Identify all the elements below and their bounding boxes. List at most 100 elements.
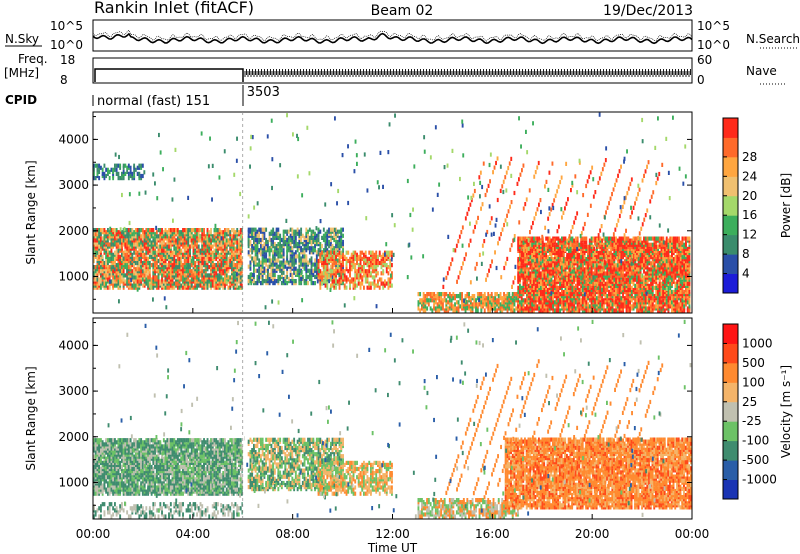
echo-cell (176, 248, 179, 253)
echo-cell (489, 294, 491, 299)
echo-cell (182, 275, 184, 280)
echo-cell (187, 228, 190, 233)
echo-cell (529, 236, 532, 241)
echo-cell (203, 269, 205, 274)
echo-cell (100, 236, 102, 241)
echo-cell (533, 250, 535, 256)
echo-cell (541, 263, 544, 268)
echo-cell (141, 260, 144, 266)
echo-cell (298, 268, 301, 273)
echo-cell (347, 258, 350, 264)
echo-cell (224, 244, 226, 249)
echo-cell (357, 273, 360, 278)
echo-cell (136, 260, 139, 266)
echo-cell (98, 244, 101, 249)
echo-cell (438, 308, 441, 313)
echo-cell (210, 238, 212, 243)
echo-cell (597, 265, 600, 270)
echo-cell (461, 298, 463, 303)
echo-cell (328, 250, 330, 255)
echo-cell (141, 234, 144, 239)
echo-cell (331, 279, 334, 284)
echo-cell (222, 258, 225, 264)
echo-cell (349, 265, 351, 270)
echo-cell (604, 236, 607, 241)
echo-cell (105, 254, 108, 259)
echo-cell (263, 254, 266, 259)
echo-cell (129, 248, 132, 253)
echo-cell (559, 308, 562, 313)
echo-cell (192, 256, 195, 261)
echo-cell (588, 304, 591, 309)
echo-cell (294, 244, 297, 249)
echo-cell (206, 258, 209, 264)
echo-cell (98, 228, 101, 233)
echo-cell (349, 283, 351, 288)
freq-label-line2: [MHz] (4, 66, 39, 80)
echo-cell (547, 273, 549, 278)
echo-cell (114, 250, 116, 255)
echo-cell (389, 258, 392, 264)
echo-cell (375, 265, 378, 270)
echo-cell (561, 304, 563, 309)
echo-cell (261, 256, 264, 261)
echo-cell (157, 265, 160, 270)
echo-cell (194, 244, 197, 249)
echo-cell (380, 260, 383, 266)
echo-cell (321, 244, 323, 249)
echo-cell (548, 236, 551, 241)
echo-cell (225, 273, 228, 278)
echo-cell (169, 275, 172, 280)
echo-cell (134, 275, 137, 280)
echo-cell (284, 229, 287, 234)
echo-cell (522, 292, 525, 297)
echo-cell (583, 304, 586, 309)
echo-cell (192, 234, 195, 239)
echo-cell (599, 302, 602, 307)
echo-cell (322, 279, 325, 284)
echo-cell (134, 228, 137, 233)
echo-cell (117, 281, 120, 286)
echo-cell (296, 248, 299, 253)
echo-cell (576, 257, 579, 262)
echo-cell (225, 244, 228, 249)
echo-cell (261, 276, 264, 282)
echo-cell (105, 273, 108, 278)
echo-cell (115, 228, 118, 233)
echo-cell (335, 235, 337, 240)
echo-cell (279, 254, 282, 259)
echo-cell (129, 260, 132, 266)
echo-cell (380, 265, 383, 270)
echo-cell (173, 230, 176, 235)
echo-cell (254, 281, 257, 286)
echo-cell (545, 236, 548, 241)
echo-cell (247, 233, 250, 238)
echo-cell (554, 261, 556, 266)
echo-cell (258, 227, 261, 232)
echo-cell (231, 254, 233, 259)
echo-cell (272, 235, 275, 240)
echo-cell (261, 264, 264, 269)
echo-cell (101, 228, 104, 233)
echo-cell (253, 266, 255, 271)
echo-cell (457, 300, 460, 305)
echo-cell (427, 292, 430, 297)
echo-cell (564, 302, 567, 307)
echo-cell (94, 265, 97, 270)
echo-cell (148, 234, 151, 239)
echo-cell (213, 248, 216, 253)
echo-cell (199, 248, 202, 253)
echo-cell (310, 268, 313, 273)
echo-cell (96, 244, 99, 249)
echo-cell (315, 250, 318, 255)
echo-cell (300, 246, 303, 251)
echo-cell (391, 254, 393, 259)
echo-cell (143, 273, 146, 278)
echo-cell (389, 277, 392, 282)
echo-cell (375, 254, 378, 259)
echo-cell (124, 273, 127, 278)
echo-cell (574, 306, 577, 311)
echo-cell (154, 248, 156, 253)
echo-cell (601, 302, 604, 307)
echo-cell (112, 279, 115, 284)
